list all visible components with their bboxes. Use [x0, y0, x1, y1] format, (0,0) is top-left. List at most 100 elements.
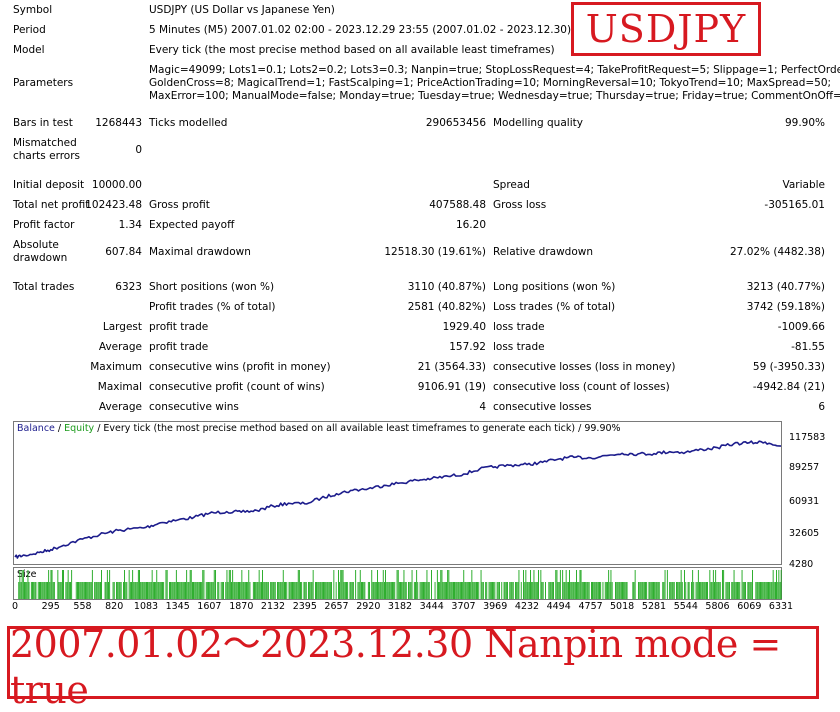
volume-bar	[632, 582, 634, 599]
volume-bar	[657, 582, 659, 599]
volume-bar	[457, 582, 459, 599]
legend-separator: /	[54, 423, 65, 434]
average-label: Average	[98, 341, 142, 353]
volume-bar	[173, 582, 175, 599]
volume-bar	[181, 582, 183, 599]
volume-bar	[615, 582, 616, 599]
volume-bar	[737, 582, 738, 599]
volume-bar	[223, 582, 224, 599]
volume-bar	[605, 582, 607, 599]
volume-bar	[340, 570, 342, 599]
volume-bar	[60, 582, 62, 599]
volume-bar	[727, 582, 729, 599]
volume-bar	[669, 582, 671, 599]
volume-bar	[681, 582, 683, 599]
volume-bar	[490, 582, 492, 599]
x-tick-label: 6069	[737, 601, 762, 612]
volume-bar	[756, 582, 758, 599]
y-tick-label: 60931	[789, 496, 820, 507]
volume-bar	[326, 582, 328, 599]
volume-bar	[241, 570, 243, 599]
volume-bar	[327, 582, 329, 599]
volume-bar	[639, 582, 641, 599]
volume-bar	[364, 582, 366, 599]
x-tick-label: 3707	[451, 601, 476, 612]
volume-bar	[633, 582, 635, 599]
volume-bar	[63, 570, 64, 599]
volume-bar	[472, 582, 474, 599]
volume-bar	[608, 570, 610, 599]
volume-bar	[248, 570, 250, 599]
volume-bar	[254, 582, 255, 599]
volume-bar	[359, 570, 361, 599]
volume-bar	[530, 570, 531, 599]
volume-bar	[474, 582, 476, 599]
volume-bar	[329, 582, 331, 599]
volume-bar	[538, 570, 539, 599]
legend-balance: Balance	[17, 423, 55, 434]
volume-bar	[81, 582, 83, 599]
volume-bar	[318, 582, 320, 599]
volume-bar	[109, 570, 111, 599]
volume-bar	[338, 570, 339, 599]
volume-bar	[271, 582, 273, 599]
volume-bar	[501, 582, 503, 599]
volume-bar	[441, 570, 443, 599]
volume-bar	[37, 582, 39, 599]
volume-bar	[653, 582, 654, 599]
volume-bar	[702, 582, 704, 599]
volume-bar	[503, 582, 505, 599]
volume-bar	[171, 582, 173, 599]
volume-bar	[439, 582, 441, 599]
volume-bar	[510, 582, 512, 599]
volume-bar	[504, 582, 506, 599]
volume-bar	[97, 582, 99, 599]
volume-bar	[185, 582, 186, 599]
volume-bar	[384, 582, 385, 599]
volume-bar	[377, 570, 378, 599]
volume-bar	[343, 582, 345, 599]
volume-bar	[325, 582, 327, 599]
volume-bar	[763, 582, 765, 599]
volume-bar	[701, 582, 703, 599]
volume-bar	[477, 582, 478, 599]
volume-bar	[492, 582, 493, 599]
volume-bar	[140, 582, 142, 599]
volume-bar	[152, 582, 154, 599]
volume-bar	[505, 582, 507, 599]
volume-bar	[761, 582, 763, 599]
volume-bar	[277, 582, 278, 599]
mismatch-label: Mismatched charts errors	[13, 137, 80, 162]
volume-bar	[577, 582, 579, 599]
volume-bar	[157, 582, 159, 599]
volume-bar	[558, 582, 560, 599]
volume-bar	[95, 582, 97, 599]
volume-bar	[47, 582, 48, 599]
volume-bar	[747, 582, 749, 599]
ptrades-label: Profit trades (% of total)	[149, 301, 276, 313]
volume-bar	[301, 582, 303, 599]
legend-equity: Equity	[64, 423, 95, 434]
volume-bar	[22, 570, 24, 599]
volume-bar	[757, 582, 759, 599]
absdd-value: 607.84	[105, 246, 142, 258]
volume-bar	[643, 582, 645, 599]
volume-bar	[192, 582, 193, 599]
volume-bar	[749, 582, 751, 599]
volume-bar	[427, 582, 429, 599]
volume-bar	[179, 582, 181, 599]
volume-bar	[562, 570, 564, 599]
volume-bar	[309, 582, 311, 599]
x-tick-label: 5806	[705, 601, 730, 612]
volume-bar	[220, 582, 222, 599]
volume-bar	[89, 582, 91, 599]
volume-bar	[213, 570, 215, 599]
volume-bar	[303, 582, 305, 599]
volume-bar	[177, 582, 178, 599]
volume-bar	[725, 582, 727, 599]
volume-bar	[158, 582, 160, 599]
volume-bar	[693, 582, 695, 599]
volume-bar	[148, 582, 150, 599]
volume-bar	[488, 582, 490, 599]
trades-value: 6323	[115, 281, 142, 293]
